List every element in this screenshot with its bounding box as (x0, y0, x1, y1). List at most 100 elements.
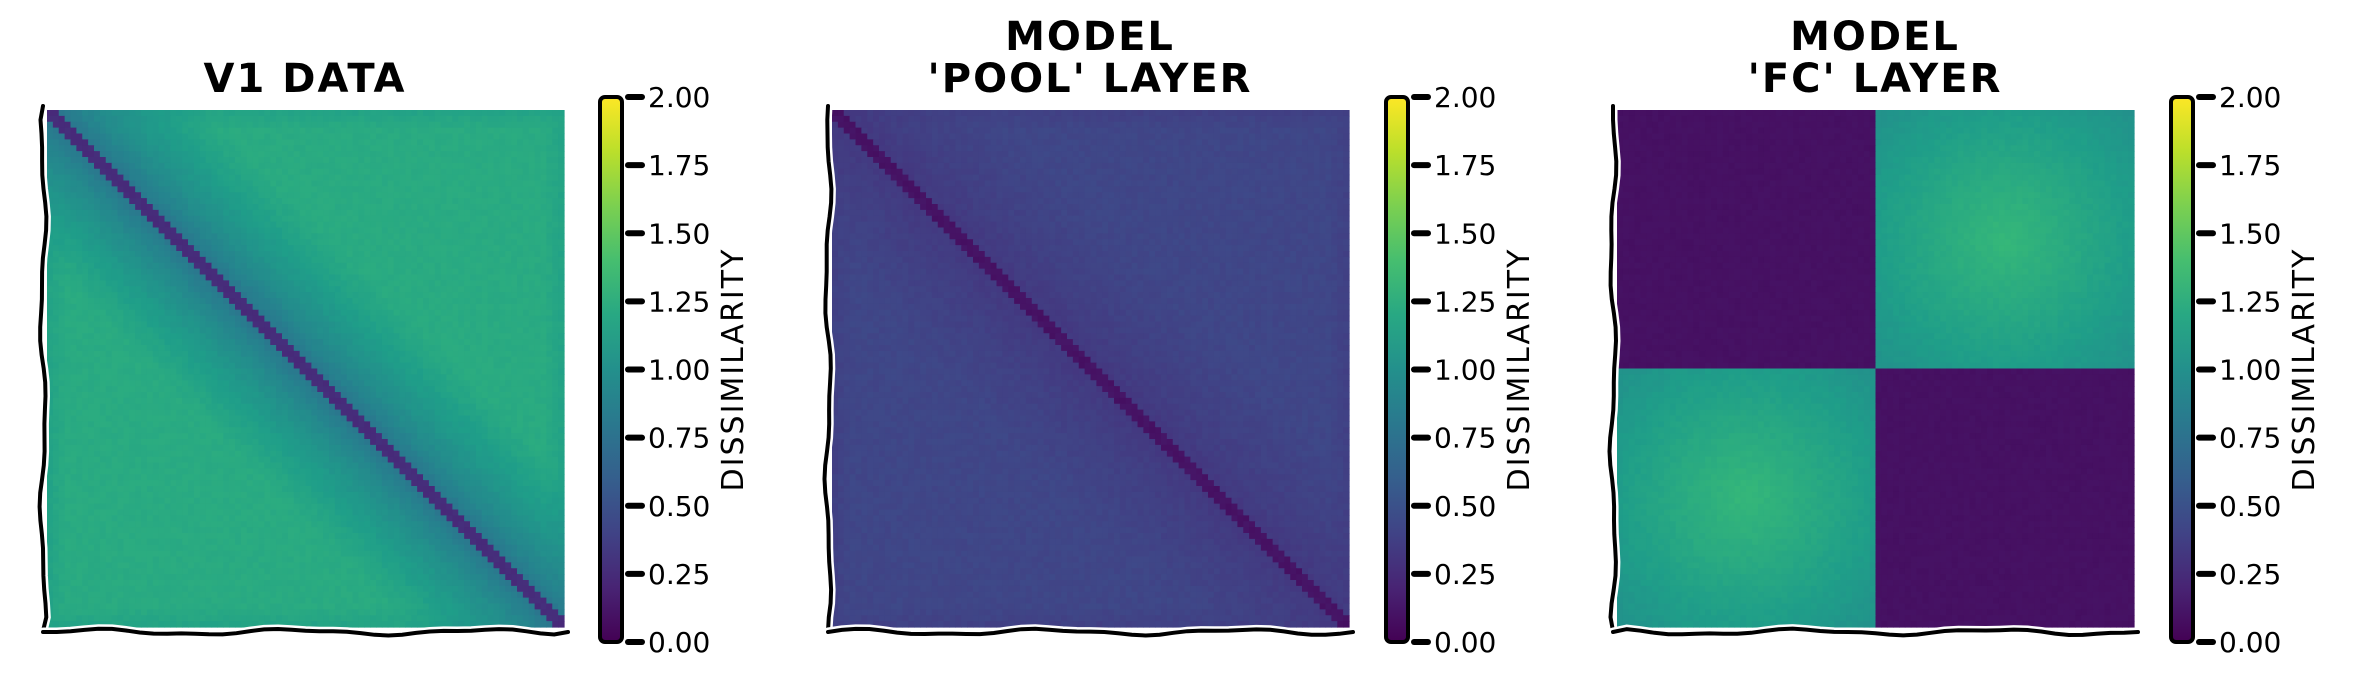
heatmap-cell (317, 398, 323, 404)
heatmap-cell (135, 157, 141, 163)
heatmap-cell (229, 369, 235, 375)
heatmap-cell (447, 316, 453, 322)
heatmap-cell (364, 363, 370, 369)
heatmap-cell (276, 269, 282, 275)
heatmap-cell (353, 186, 359, 192)
heatmap-cell (276, 333, 282, 339)
heatmap-cell (82, 275, 88, 281)
heatmap-cell (306, 280, 312, 286)
heatmap-cell (76, 204, 82, 210)
heatmap-cell (482, 363, 488, 369)
heatmap-cell (394, 163, 400, 169)
heatmap-cell (435, 421, 441, 427)
heatmap-cell (135, 186, 141, 192)
heatmap-cell (429, 327, 435, 333)
heatmap-cell (206, 392, 212, 398)
heatmap-cell (523, 421, 529, 427)
heatmap-cell (206, 145, 212, 151)
heatmap-cell (353, 175, 359, 181)
heatmap-cell (341, 398, 347, 404)
heatmap-cell (353, 439, 359, 445)
heatmap-cell (212, 192, 218, 198)
heatmap-cell (94, 222, 100, 228)
heatmap-cell (94, 357, 100, 363)
heatmap-cell (546, 110, 552, 116)
heatmap-cell (270, 110, 276, 116)
heatmap-cell (476, 392, 482, 398)
heatmap-cell (417, 210, 423, 216)
heatmap-cell (311, 216, 317, 222)
heatmap-cell (129, 316, 135, 322)
heatmap-cell (499, 275, 505, 281)
heatmap-cell (200, 416, 206, 422)
heatmap-cell (353, 222, 359, 228)
heatmap-cell (264, 404, 270, 410)
heatmap-cell (400, 410, 406, 416)
heatmap-cell (106, 110, 112, 116)
heatmap-cell (170, 157, 176, 163)
heatmap-cell (170, 421, 176, 427)
heatmap-cell (106, 292, 112, 298)
heatmap-cell (65, 421, 71, 427)
heatmap-cell (311, 163, 317, 169)
heatmap-cell (82, 339, 88, 345)
heatmap-cell (423, 275, 429, 281)
heatmap-cell (552, 345, 558, 351)
heatmap-cell (341, 269, 347, 275)
heatmap-cell (435, 374, 441, 380)
heatmap-cell (552, 310, 558, 316)
heatmap-cell (317, 169, 323, 175)
heatmap-cell (88, 145, 94, 151)
heatmap-cell (382, 269, 388, 275)
heatmap-cell (235, 263, 241, 269)
heatmap-cell (88, 239, 94, 245)
heatmap-cell (458, 251, 464, 257)
heatmap-cell (65, 333, 71, 339)
heatmap-cell (476, 416, 482, 422)
heatmap-cell (494, 233, 500, 239)
heatmap-cell (417, 421, 423, 427)
heatmap-cell (194, 116, 200, 122)
heatmap-cell (165, 151, 171, 157)
heatmap-cell (47, 322, 53, 328)
heatmap-cell (358, 198, 364, 204)
heatmap-cell (253, 351, 259, 357)
heatmap-cell (382, 157, 388, 163)
heatmap-cell (253, 339, 259, 345)
heatmap-cell (535, 175, 541, 181)
heatmap-cell (394, 128, 400, 134)
heatmap-cell (253, 298, 259, 304)
heatmap-cell (259, 116, 265, 122)
heatmap-cell (241, 269, 247, 275)
heatmap-cell (176, 222, 182, 228)
heatmap-cell (112, 175, 118, 181)
heatmap-cell (170, 186, 176, 192)
heatmap-cell (270, 198, 276, 204)
heatmap-cell (82, 433, 88, 439)
heatmap-cell (118, 210, 124, 216)
heatmap-cell (47, 169, 53, 175)
heatmap-cell (517, 316, 523, 322)
heatmap-cell (376, 233, 382, 239)
heatmap-cell (323, 204, 329, 210)
heatmap-cell (394, 269, 400, 275)
heatmap-cell (505, 145, 511, 151)
heatmap-cell (294, 233, 300, 239)
heatmap-cell (241, 245, 247, 251)
heatmap-cell (511, 286, 517, 292)
heatmap-cell (65, 245, 71, 251)
heatmap-cell (176, 151, 182, 157)
heatmap-cell (182, 351, 188, 357)
heatmap-cell (65, 286, 71, 292)
heatmap-cell (311, 157, 317, 163)
heatmap-cell (65, 345, 71, 351)
heatmap-cell (441, 433, 447, 439)
heatmap-cell (511, 275, 517, 281)
heatmap-cell (306, 210, 312, 216)
heatmap-cell (376, 134, 382, 140)
heatmap-cell (112, 298, 118, 304)
heatmap-cell (106, 134, 112, 140)
heatmap-cell (159, 175, 165, 181)
heatmap-cell (276, 251, 282, 257)
heatmap-cell (341, 145, 347, 151)
